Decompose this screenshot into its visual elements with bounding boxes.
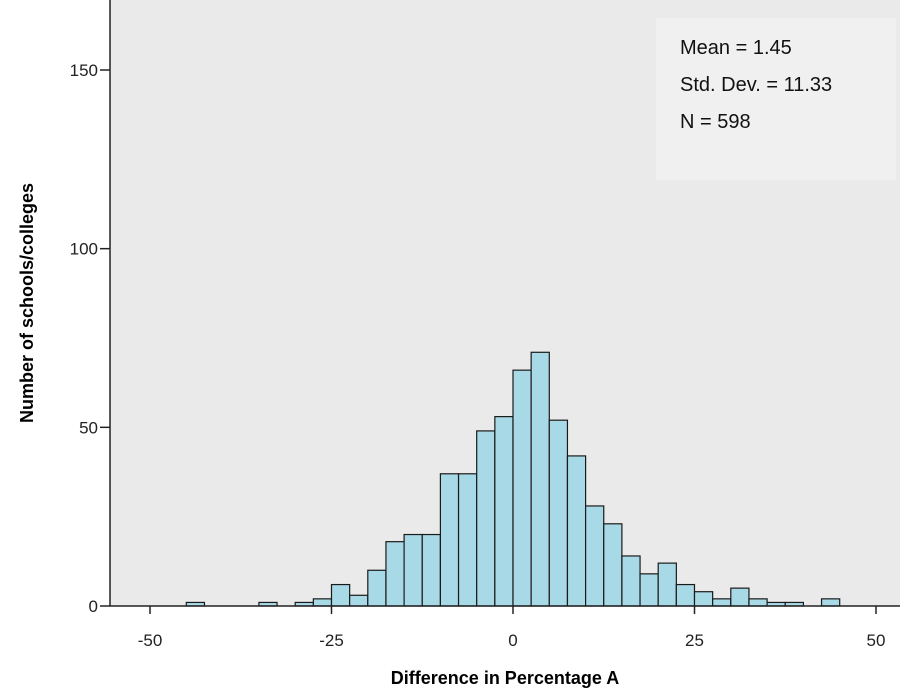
stats-std-dev: Std. Dev. = 11.33 — [680, 74, 832, 96]
y-tick-label: 0 — [89, 597, 98, 616]
x-axis-title: Difference in Percentage A — [391, 668, 619, 688]
x-axis-ticks: -50 -25 0 25 50 — [138, 606, 886, 650]
histogram-bar — [330, 583, 351, 607]
histogram-bar — [421, 533, 441, 607]
histogram-bar — [512, 369, 532, 607]
histogram-bar — [530, 351, 550, 607]
histogram-bar — [820, 598, 841, 607]
stats-mean: Mean = 1.45 — [680, 37, 792, 59]
histogram-bar — [457, 473, 478, 607]
histogram-bar — [657, 562, 677, 607]
histogram-bar — [730, 587, 750, 607]
histogram-bar — [312, 598, 333, 607]
x-tick-label: -25 — [319, 631, 344, 650]
y-tick-label: 100 — [70, 240, 98, 259]
histogram-bar — [476, 430, 496, 607]
x-tick-label: 50 — [867, 631, 886, 650]
histogram-bar — [566, 455, 587, 607]
histogram-bar — [603, 523, 623, 607]
histogram-bar — [639, 573, 659, 607]
histogram-bar — [693, 591, 714, 607]
x-tick-label: 0 — [508, 631, 517, 650]
histogram-bar — [584, 505, 605, 607]
histogram-bars — [185, 351, 841, 607]
x-tick-label: 25 — [685, 631, 704, 650]
y-axis-ticks: 0 50 100 150 — [70, 61, 110, 616]
histogram-bar — [621, 555, 641, 607]
histogram-bar — [439, 473, 460, 607]
histogram-bar — [712, 598, 732, 607]
histogram-bar — [367, 569, 387, 607]
histogram-bar — [748, 598, 768, 607]
y-tick-label: 150 — [70, 61, 98, 80]
stats-n: N = 598 — [680, 111, 751, 133]
histogram-bar — [385, 541, 405, 607]
y-tick-label: 50 — [79, 418, 98, 437]
y-axis-title: Number of schools/colleges — [17, 183, 37, 423]
histogram-bar — [494, 416, 514, 607]
histogram-bar — [403, 533, 423, 607]
histogram-bar — [349, 594, 369, 607]
histogram-bar — [675, 583, 696, 607]
stats-box — [656, 18, 896, 180]
x-tick-label: -50 — [138, 631, 163, 650]
histogram-bar — [548, 419, 569, 607]
